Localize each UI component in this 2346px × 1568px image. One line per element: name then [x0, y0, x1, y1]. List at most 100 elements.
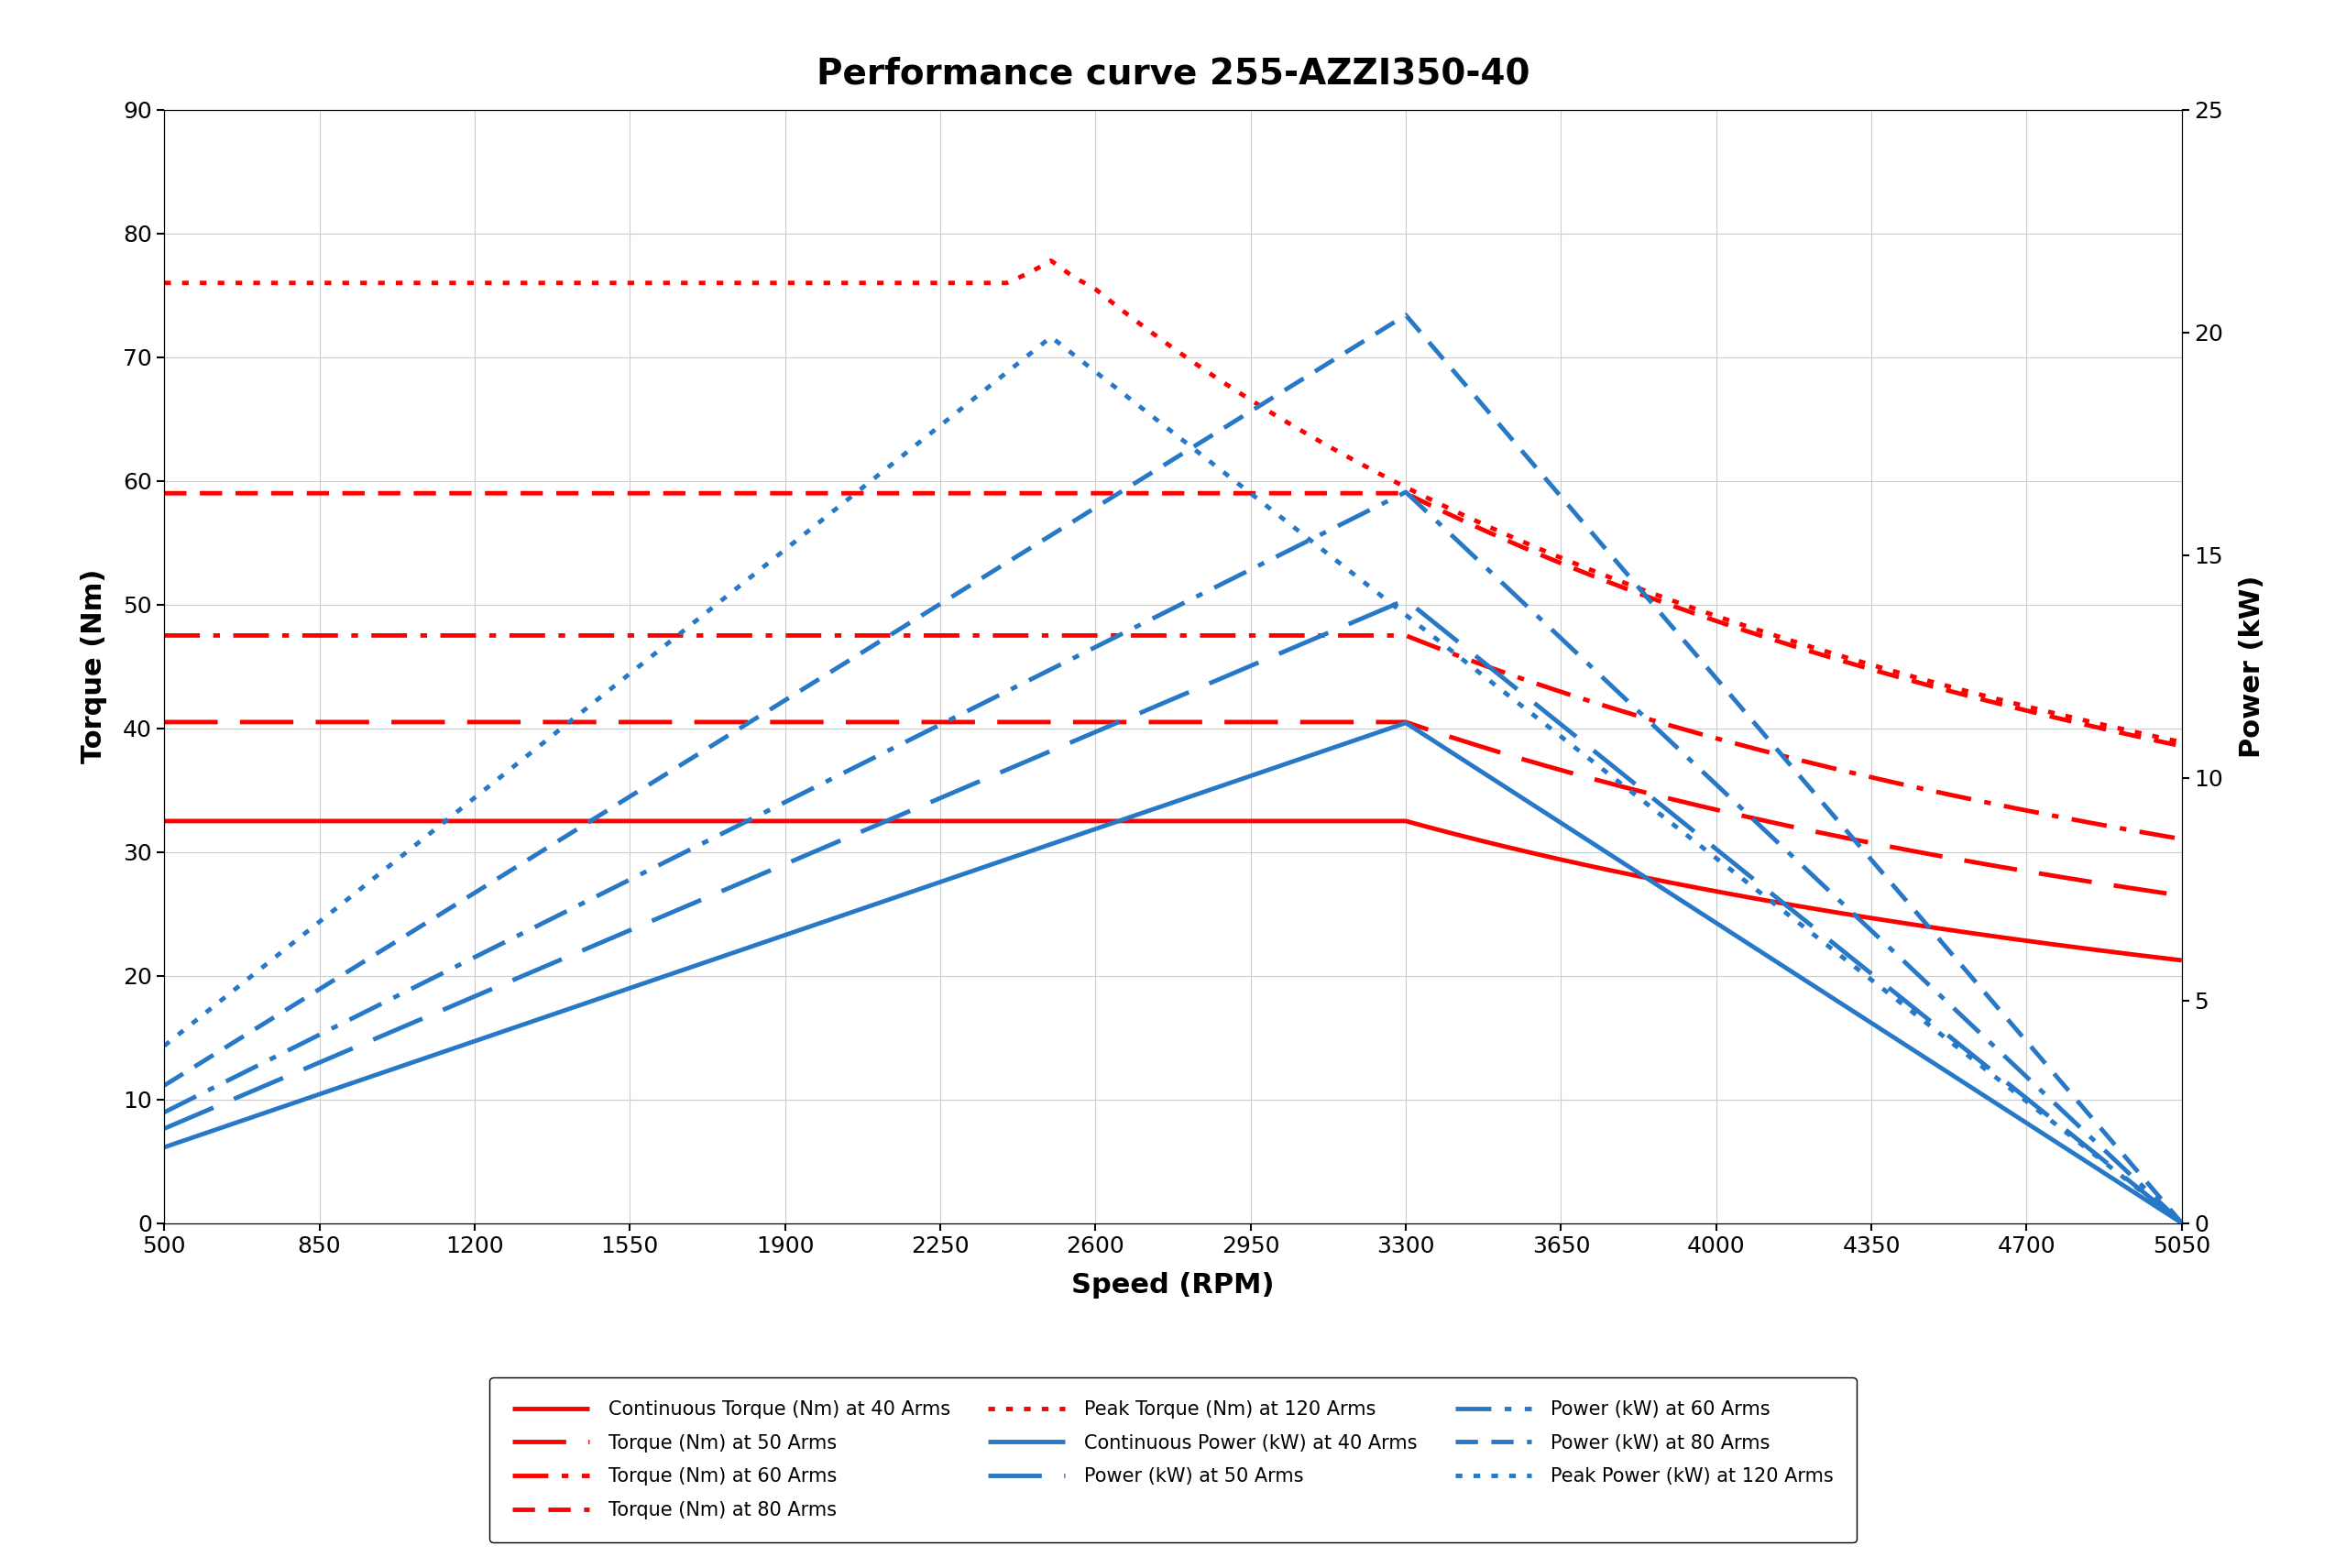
- Torque (Nm) at 50 Arms: [1457, 734, 1485, 753]
- Power (kW) at 50 Arms: [2168, 1214, 2196, 1232]
- Torque (Nm) at 80 Arms: [1457, 516, 1485, 535]
- Line: Continuous Power (kW) at 40 Arms: Continuous Power (kW) at 40 Arms: [164, 723, 2182, 1223]
- Power (kW) at 50 Arms: [1042, 740, 1070, 759]
- Continuous Power (kW) at 40 Arms: [1391, 713, 1419, 732]
- Power (kW) at 60 Arms: [1042, 659, 1070, 677]
- Torque (Nm) at 60 Arms: [150, 626, 178, 644]
- Peak Torque (Nm) at 120 Arms: [1546, 547, 1574, 566]
- Torque (Nm) at 60 Arms: [2102, 818, 2130, 837]
- Power (kW) at 60 Arms: [2057, 1110, 2086, 1129]
- Continuous Torque (Nm) at 40 Arms: [1809, 900, 1837, 919]
- Torque (Nm) at 80 Arms: [1673, 601, 1701, 619]
- Legend: Continuous Torque (Nm) at 40 Arms, Torque (Nm) at 50 Arms, Torque (Nm) at 60 Arm: Continuous Torque (Nm) at 40 Arms, Torqu…: [490, 1377, 1856, 1543]
- Peak Power (kW) at 120 Arms: [1870, 982, 1898, 1000]
- Power (kW) at 50 Arms: [1267, 644, 1295, 663]
- Power (kW) at 80 Arms: [1964, 975, 1992, 994]
- Continuous Power (kW) at 40 Arms: [2168, 1214, 2196, 1232]
- Line: Peak Power (kW) at 120 Arms: Peak Power (kW) at 120 Arms: [164, 337, 2182, 1223]
- Peak Power (kW) at 120 Arms: [948, 400, 976, 419]
- Power (kW) at 60 Arms: [1391, 483, 1419, 502]
- Peak Torque (Nm) at 120 Arms: [1333, 447, 1361, 466]
- Power (kW) at 80 Arms: [150, 1076, 178, 1094]
- Line: Continuous Torque (Nm) at 40 Arms: Continuous Torque (Nm) at 40 Arms: [164, 822, 2182, 960]
- Torque (Nm) at 80 Arms: [1715, 616, 1743, 635]
- Continuous Power (kW) at 40 Arms: [150, 1138, 178, 1157]
- Peak Power (kW) at 120 Arms: [150, 1036, 178, 1055]
- Torque (Nm) at 50 Arms: [1715, 803, 1743, 822]
- Power (kW) at 50 Arms: [2121, 1176, 2149, 1195]
- Peak Power (kW) at 120 Arms: [786, 528, 814, 547]
- Continuous Torque (Nm) at 40 Arms: [2168, 950, 2196, 969]
- Line: Torque (Nm) at 50 Arms: Torque (Nm) at 50 Arms: [164, 721, 2182, 895]
- Torque (Nm) at 80 Arms: [2168, 737, 2196, 756]
- Torque (Nm) at 60 Arms: [1391, 626, 1419, 644]
- Peak Torque (Nm) at 120 Arms: [805, 273, 833, 292]
- Torque (Nm) at 80 Arms: [1391, 485, 1419, 503]
- Continuous Torque (Nm) at 40 Arms: [2102, 942, 2130, 961]
- Power (kW) at 80 Arms: [2057, 1085, 2086, 1104]
- Continuous Torque (Nm) at 40 Arms: [1391, 812, 1419, 831]
- Peak Torque (Nm) at 120 Arms: [2168, 732, 2196, 751]
- Peak Power (kW) at 120 Arms: [1037, 328, 1065, 347]
- Torque (Nm) at 60 Arms: [1457, 652, 1485, 671]
- Continuous Torque (Nm) at 40 Arms: [150, 812, 178, 831]
- Continuous Torque (Nm) at 40 Arms: [1457, 829, 1485, 848]
- Power (kW) at 50 Arms: [1415, 610, 1443, 629]
- Power (kW) at 50 Arms: [1391, 591, 1419, 610]
- Continuous Power (kW) at 40 Arms: [1267, 756, 1295, 775]
- Continuous Power (kW) at 40 Arms: [1042, 834, 1070, 853]
- Torque (Nm) at 80 Arms: [2102, 723, 2130, 742]
- Power (kW) at 60 Arms: [150, 1102, 178, 1121]
- Torque (Nm) at 50 Arms: [2102, 877, 2130, 895]
- Torque (Nm) at 50 Arms: [2168, 886, 2196, 905]
- Title: Performance curve 255-AZZI350-40: Performance curve 255-AZZI350-40: [816, 56, 1530, 91]
- Line: Power (kW) at 50 Arms: Power (kW) at 50 Arms: [164, 601, 2182, 1223]
- Peak Power (kW) at 120 Arms: [1072, 354, 1100, 373]
- Power (kW) at 80 Arms: [1391, 306, 1419, 325]
- Power (kW) at 80 Arms: [1267, 384, 1295, 403]
- Line: Torque (Nm) at 60 Arms: Torque (Nm) at 60 Arms: [164, 635, 2182, 839]
- Line: Peak Torque (Nm) at 120 Arms: Peak Torque (Nm) at 120 Arms: [164, 260, 2182, 742]
- Power (kW) at 50 Arms: [1964, 1051, 1992, 1069]
- Power (kW) at 80 Arms: [2168, 1214, 2196, 1232]
- Torque (Nm) at 50 Arms: [1391, 712, 1419, 731]
- Power (kW) at 60 Arms: [1267, 546, 1295, 564]
- Power (kW) at 50 Arms: [150, 1120, 178, 1138]
- Line: Power (kW) at 80 Arms: Power (kW) at 80 Arms: [164, 315, 2182, 1223]
- Torque (Nm) at 50 Arms: [150, 712, 178, 731]
- Power (kW) at 60 Arms: [1415, 505, 1443, 524]
- Peak Torque (Nm) at 120 Arms: [1037, 251, 1065, 270]
- Power (kW) at 60 Arms: [1964, 1022, 1992, 1041]
- Power (kW) at 80 Arms: [2121, 1159, 2149, 1178]
- Continuous Power (kW) at 40 Arms: [1415, 729, 1443, 748]
- Line: Power (kW) at 60 Arms: Power (kW) at 60 Arms: [164, 492, 2182, 1223]
- Torque (Nm) at 60 Arms: [1809, 756, 1837, 775]
- Torque (Nm) at 60 Arms: [1673, 721, 1701, 740]
- Power (kW) at 80 Arms: [1415, 332, 1443, 351]
- Peak Power (kW) at 120 Arms: [2100, 1160, 2128, 1179]
- Torque (Nm) at 50 Arms: [1673, 793, 1701, 812]
- Peak Torque (Nm) at 120 Arms: [2011, 696, 2039, 715]
- Y-axis label: Power (kW): Power (kW): [2238, 575, 2264, 757]
- Continuous Power (kW) at 40 Arms: [2121, 1184, 2149, 1203]
- Torque (Nm) at 50 Arms: [1809, 823, 1837, 842]
- Line: Torque (Nm) at 80 Arms: Torque (Nm) at 80 Arms: [164, 494, 2182, 746]
- Torque (Nm) at 80 Arms: [150, 485, 178, 503]
- Torque (Nm) at 60 Arms: [1715, 732, 1743, 751]
- X-axis label: Speed (RPM): Speed (RPM): [1072, 1272, 1274, 1298]
- Peak Torque (Nm) at 120 Arms: [150, 273, 178, 292]
- Peak Torque (Nm) at 120 Arms: [1551, 550, 1579, 569]
- Peak Power (kW) at 120 Arms: [2168, 1214, 2196, 1232]
- Continuous Torque (Nm) at 40 Arms: [1715, 884, 1743, 903]
- Power (kW) at 60 Arms: [2168, 1214, 2196, 1232]
- Continuous Torque (Nm) at 40 Arms: [1673, 877, 1701, 895]
- Power (kW) at 60 Arms: [2121, 1170, 2149, 1189]
- Peak Power (kW) at 120 Arms: [2008, 1088, 2036, 1107]
- Y-axis label: Torque (Nm): Torque (Nm): [82, 569, 108, 764]
- Power (kW) at 50 Arms: [2057, 1126, 2086, 1145]
- Continuous Power (kW) at 40 Arms: [1964, 1082, 1992, 1101]
- Peak Torque (Nm) at 120 Arms: [1370, 467, 1398, 486]
- Continuous Power (kW) at 40 Arms: [2057, 1143, 2086, 1162]
- Torque (Nm) at 60 Arms: [2168, 829, 2196, 848]
- Torque (Nm) at 80 Arms: [1809, 646, 1837, 665]
